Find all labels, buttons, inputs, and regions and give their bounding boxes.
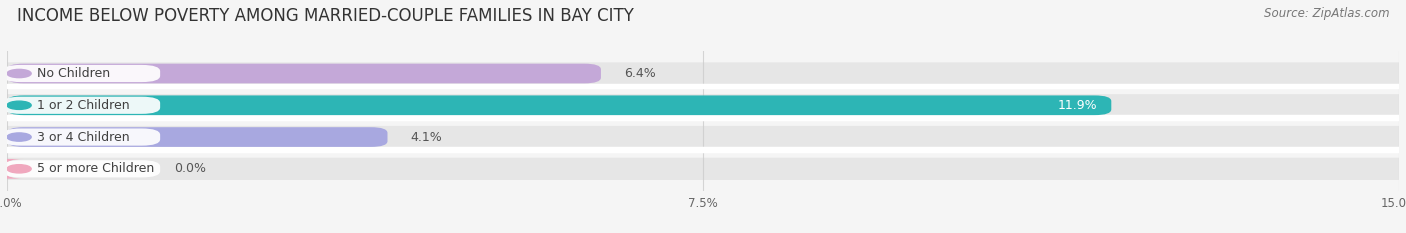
FancyBboxPatch shape	[3, 128, 160, 146]
Text: No Children: No Children	[37, 67, 110, 80]
Circle shape	[7, 133, 31, 141]
FancyBboxPatch shape	[7, 62, 1399, 85]
Text: Source: ZipAtlas.com: Source: ZipAtlas.com	[1264, 7, 1389, 20]
FancyBboxPatch shape	[3, 97, 160, 114]
FancyBboxPatch shape	[7, 126, 1399, 148]
Text: 3 or 4 Children: 3 or 4 Children	[37, 130, 129, 144]
Text: 1 or 2 Children: 1 or 2 Children	[37, 99, 129, 112]
Text: 6.4%: 6.4%	[624, 67, 655, 80]
Text: INCOME BELOW POVERTY AMONG MARRIED-COUPLE FAMILIES IN BAY CITY: INCOME BELOW POVERTY AMONG MARRIED-COUPL…	[17, 7, 634, 25]
FancyBboxPatch shape	[7, 96, 1111, 115]
Circle shape	[7, 69, 31, 78]
FancyBboxPatch shape	[7, 127, 388, 147]
Circle shape	[7, 165, 31, 173]
FancyBboxPatch shape	[3, 65, 160, 82]
Text: 11.9%: 11.9%	[1057, 99, 1098, 112]
Text: 4.1%: 4.1%	[411, 130, 443, 144]
FancyBboxPatch shape	[3, 160, 160, 177]
FancyBboxPatch shape	[7, 64, 600, 83]
FancyBboxPatch shape	[7, 158, 1399, 180]
Circle shape	[7, 101, 31, 110]
FancyBboxPatch shape	[7, 94, 1399, 116]
Text: 0.0%: 0.0%	[174, 162, 207, 175]
Text: 5 or more Children: 5 or more Children	[37, 162, 155, 175]
FancyBboxPatch shape	[0, 159, 24, 179]
